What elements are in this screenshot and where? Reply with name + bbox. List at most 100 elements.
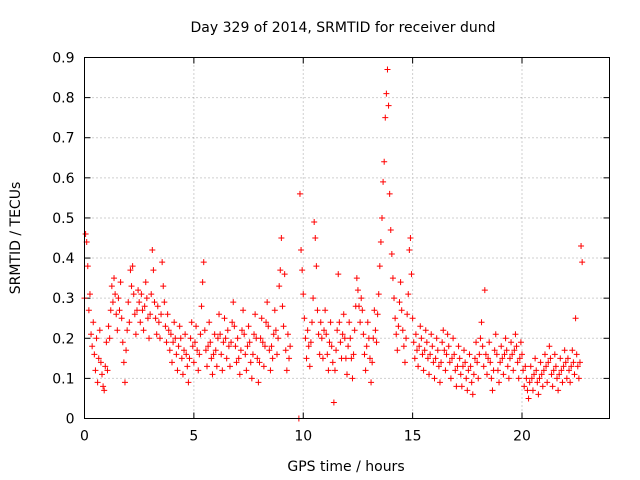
x-tick-label: 20 (513, 429, 531, 445)
data-point (540, 367, 547, 374)
data-point (296, 190, 303, 197)
data-point (531, 371, 538, 378)
data-point (102, 363, 109, 370)
data-point (193, 323, 200, 330)
data-point (467, 363, 474, 370)
data-point (438, 359, 445, 366)
data-point (555, 387, 562, 394)
data-point (101, 387, 108, 394)
data-point (513, 343, 520, 350)
data-point (223, 355, 230, 362)
data-point (219, 367, 226, 374)
data-point (427, 351, 434, 358)
data-point (419, 351, 426, 358)
data-point (499, 355, 506, 362)
data-point (474, 359, 481, 366)
data-point (91, 351, 98, 358)
data-point (279, 303, 286, 310)
data-point (155, 319, 162, 326)
data-point (567, 379, 574, 386)
data-point (270, 331, 277, 338)
data-point (213, 363, 220, 370)
data-point (234, 335, 241, 342)
data-point (170, 339, 177, 346)
data-point (559, 379, 566, 386)
data-point (177, 335, 184, 342)
data-point (251, 331, 258, 338)
data-point (103, 339, 110, 346)
data-point (446, 359, 453, 366)
data-point (551, 351, 558, 358)
data-point (370, 335, 377, 342)
data-point (465, 367, 472, 374)
data-point (516, 355, 523, 362)
data-point (471, 355, 478, 362)
data-point (244, 343, 251, 350)
plot-frame (84, 57, 610, 419)
y-tick-label: 0 (66, 412, 75, 428)
data-point (462, 359, 469, 366)
data-point (453, 383, 460, 390)
data-point (570, 359, 577, 366)
data-point (214, 335, 221, 342)
data-point (199, 279, 206, 286)
data-point (506, 355, 513, 362)
data-point (424, 355, 431, 362)
data-point (418, 335, 425, 342)
x-axis-label: GPS time / hours (287, 459, 404, 475)
data-point (488, 375, 495, 382)
data-point (508, 339, 515, 346)
data-point (493, 351, 500, 358)
data-point (408, 271, 415, 278)
data-point (554, 375, 560, 382)
data-point (305, 343, 312, 350)
data-point (92, 367, 99, 374)
data-point (533, 367, 540, 374)
data-point (374, 311, 381, 318)
data-point (505, 375, 512, 382)
data-point (276, 283, 283, 290)
data-point (415, 363, 422, 370)
data-point (574, 363, 581, 370)
data-point (509, 351, 516, 358)
data-point (151, 299, 158, 306)
data-point (347, 335, 354, 342)
data-point (142, 279, 149, 286)
y-tick-label: 0.3 (52, 291, 74, 307)
data-point (169, 359, 175, 366)
data-point (246, 339, 253, 346)
data-point (473, 339, 480, 346)
data-point (568, 363, 575, 370)
data-point (358, 295, 365, 302)
data-point (128, 283, 135, 290)
y-tick-label: 0.9 (52, 51, 74, 67)
data-point (346, 319, 353, 326)
data-point (494, 367, 501, 374)
data-point (532, 355, 539, 362)
data-point (354, 287, 361, 294)
data-point (534, 379, 541, 386)
data-point (412, 331, 419, 338)
data-point (325, 367, 332, 374)
data-point (218, 351, 225, 358)
data-point (511, 347, 518, 354)
data-point (362, 367, 369, 374)
data-point (107, 307, 114, 314)
data-point (183, 351, 190, 358)
data-point (189, 343, 196, 350)
data-point (434, 347, 441, 354)
data-point (164, 311, 171, 318)
data-point (450, 335, 457, 342)
data-point (543, 363, 550, 370)
data-point (150, 267, 157, 274)
data-point (350, 351, 357, 358)
data-point (190, 359, 197, 366)
data-point (115, 295, 122, 302)
data-point (470, 371, 477, 378)
data-point (160, 283, 167, 290)
data-point (375, 291, 382, 298)
data-point (432, 355, 439, 362)
data-point (406, 247, 413, 254)
data-point (359, 307, 366, 314)
data-point (541, 351, 548, 358)
